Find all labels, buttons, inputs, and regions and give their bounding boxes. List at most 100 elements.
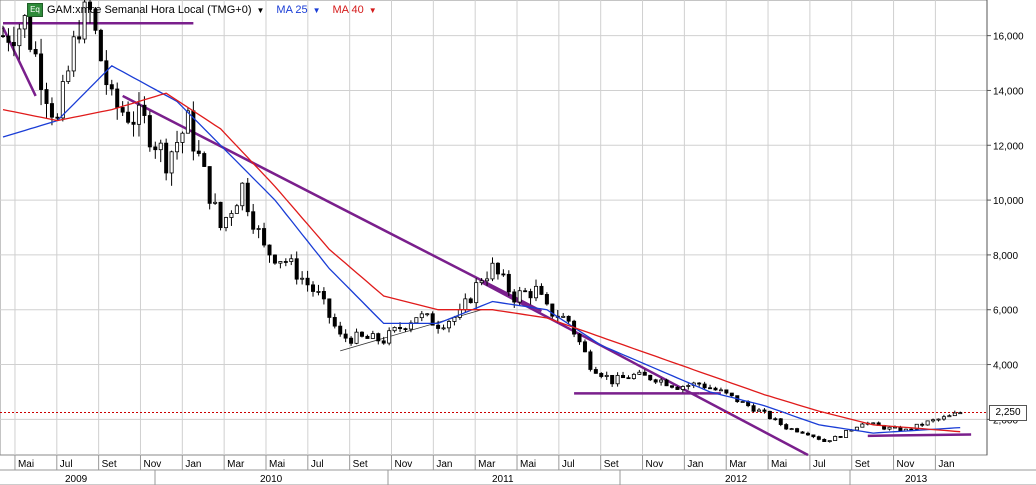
candle-up (833, 436, 838, 442)
trendline (481, 281, 809, 457)
candle-up (158, 142, 163, 151)
candle-down (544, 294, 549, 305)
candle-up (740, 401, 745, 403)
year-label: 2010 (260, 474, 283, 485)
candle-up (637, 371, 642, 375)
ma40-dropdown-icon[interactable]: ▼ (368, 5, 377, 15)
candle-down (697, 382, 702, 385)
chart-grid (0, 0, 988, 456)
candle-down (202, 153, 207, 167)
candle-up (316, 291, 321, 293)
candle-down (713, 387, 718, 391)
candle-down (800, 431, 805, 434)
candle-down (218, 201, 223, 229)
year-label: 2011 (492, 474, 514, 485)
candle-down (196, 150, 201, 154)
month-tick-label: Mai (520, 459, 536, 470)
candle-up (22, 15, 27, 30)
candle-up (952, 412, 957, 417)
candle-down (838, 436, 843, 438)
candle-up (615, 375, 620, 385)
candle-down (626, 377, 631, 380)
candle-up (300, 277, 305, 280)
candle-down (811, 434, 816, 438)
candle-up (82, 1, 87, 40)
candle-down (566, 315, 571, 322)
candles-layer (0, 0, 963, 443)
candle-down (332, 317, 337, 327)
candle-down (147, 115, 152, 148)
candle-down (11, 41, 16, 47)
ma40-line (2, 92, 961, 433)
candle-down (588, 351, 593, 370)
candle-down (311, 284, 316, 292)
candle-down (305, 277, 310, 286)
candle-down (669, 385, 674, 388)
chart-header: Eq GAM:xmce Semanal Hora Local (TMG+0) ▼… (27, 3, 377, 17)
month-tick-label: Jul (562, 459, 575, 470)
candle-up (631, 373, 636, 379)
candle-up (534, 285, 539, 299)
candle-down (795, 428, 800, 433)
candle-down (653, 379, 658, 383)
candle-up (914, 423, 919, 430)
candle-down (343, 333, 348, 339)
month-tick-label: Mai (18, 459, 34, 470)
candle-down (245, 182, 250, 213)
candle-down (920, 423, 925, 426)
candle-down (131, 121, 136, 125)
plot-frame (0, 0, 988, 456)
candle-down (577, 333, 582, 343)
candle-down (349, 337, 354, 344)
candle-down (321, 291, 326, 300)
candle-down (88, 1, 93, 10)
candle-down (115, 88, 120, 108)
dropdown-arrow-icon[interactable]: ▼ (256, 5, 265, 15)
year-label: 2012 (725, 474, 748, 485)
candle-down (778, 418, 783, 425)
candle-up (17, 28, 22, 47)
trendlines-layer (0, 22, 987, 457)
candle-down (648, 374, 653, 381)
month-tick-label: Set (102, 459, 117, 470)
candle-down (153, 146, 158, 151)
candle-down (381, 340, 386, 344)
candle-up (854, 426, 859, 431)
candle-down (642, 371, 647, 376)
candle-up (457, 309, 462, 318)
candle-down (724, 389, 729, 394)
candle-down (120, 107, 125, 113)
candle-up (958, 412, 963, 415)
ma25-dropdown-icon[interactable]: ▼ (312, 5, 321, 15)
price-tick-label: 2,000 (993, 415, 1018, 426)
candle-up (60, 81, 65, 119)
candle-up (289, 258, 294, 262)
candle-down (359, 331, 364, 337)
candle-down (164, 142, 169, 174)
candle-up (561, 315, 566, 318)
month-tick-label: Jul (60, 459, 73, 470)
candle-down (251, 211, 256, 230)
candle-down (77, 36, 82, 40)
candle-up (136, 104, 141, 125)
candle-down (294, 258, 299, 280)
candle-up (479, 280, 484, 284)
candle-down (49, 103, 54, 118)
price-tick-label: 16,000 (993, 32, 1024, 43)
candle-down (398, 327, 403, 330)
trendline (122, 94, 543, 313)
candle-up (256, 228, 261, 230)
candle-down (267, 244, 272, 256)
candle-down (262, 228, 267, 246)
candle-up (223, 217, 228, 229)
ma25-label[interactable]: MA 25 (276, 4, 308, 16)
instrument-title[interactable]: GAM:xmce Semanal Hora Local (TMG+0) (47, 4, 252, 16)
month-tick-label: Mar (478, 459, 496, 470)
ma40-label[interactable]: MA 40 (332, 4, 364, 16)
candle-up (392, 327, 397, 332)
candle-down (729, 392, 734, 397)
candle-up (941, 416, 946, 420)
candle-down (272, 254, 277, 264)
month-tick-label: Mai (269, 459, 285, 470)
candle-down (523, 290, 528, 293)
